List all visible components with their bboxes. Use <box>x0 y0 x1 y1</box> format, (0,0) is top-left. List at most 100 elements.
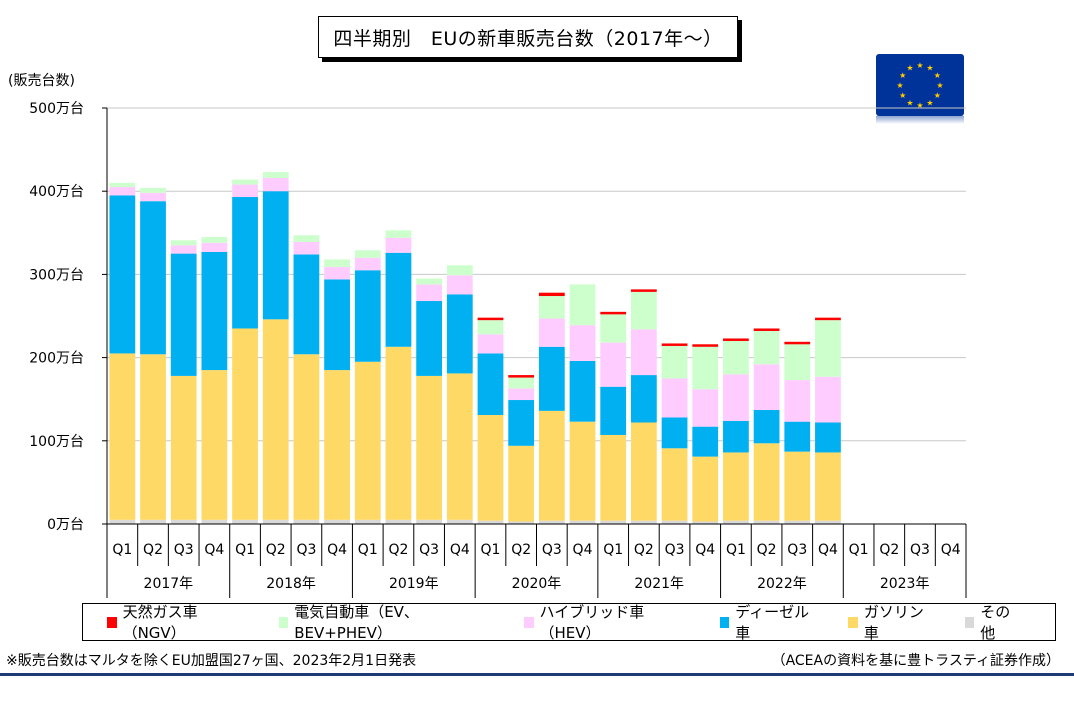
flag-star: ★ <box>899 71 906 80</box>
bar-segment <box>416 301 443 376</box>
bar-segment <box>630 520 657 524</box>
bar-segment <box>723 338 749 341</box>
bar-segment <box>354 257 381 271</box>
legend-swatch-hev <box>523 616 534 628</box>
bar-segment <box>262 177 289 192</box>
bar-segment <box>140 519 166 524</box>
bar-segment <box>293 254 320 355</box>
bar-segment <box>232 179 258 185</box>
bar-segment <box>630 329 657 376</box>
flag-star: ★ <box>906 98 913 107</box>
bar-segment <box>201 370 228 520</box>
bar-segment <box>232 197 258 329</box>
x-tick-label: Q1 <box>112 542 132 558</box>
bar-segment <box>600 434 627 521</box>
x-tick-label: Q1 <box>603 542 623 558</box>
axes: 0万台 100万台 200万台 300万台 400万台 500万台 Q1 Q2 Q3 Q4 Q1 Q2… <box>29 101 967 598</box>
x-tick-label: Q4 <box>327 542 347 558</box>
bar-segment <box>815 320 841 377</box>
x-tick-label: Q2 <box>879 542 899 558</box>
bar-segment <box>538 410 565 521</box>
bar-segment <box>723 374 749 421</box>
bar-segment <box>538 296 565 319</box>
bar-segment <box>508 375 535 378</box>
x-tick-label: Q4 <box>818 542 838 558</box>
flag-star: ★ <box>934 91 941 100</box>
legend-label-diesel: ディーゼル車 <box>735 603 810 642</box>
bar-segment <box>385 237 412 253</box>
x-tick-label: Q2 <box>511 542 531 558</box>
y-tick-label: 500万台 <box>29 101 84 117</box>
bar-segment <box>109 187 136 196</box>
flag-star: ★ <box>906 64 913 73</box>
x-tick-label: Q1 <box>481 542 501 558</box>
bar-segment <box>630 422 657 521</box>
bar-segment <box>508 377 535 389</box>
bar-segment <box>630 291 657 330</box>
bar-segment <box>600 342 627 387</box>
x-tick-label: Q3 <box>665 542 685 558</box>
bar-segment <box>232 184 258 198</box>
x-tick-label: Q3 <box>174 542 194 558</box>
bar-segment <box>293 235 320 242</box>
bar-segment <box>324 370 350 520</box>
bar-segment <box>753 520 780 524</box>
x-tick-label: Q1 <box>726 542 746 558</box>
legend-label-other: その他 <box>980 603 1011 642</box>
bar-segment <box>477 320 504 335</box>
flag-star: ★ <box>896 81 903 90</box>
bar-segment <box>201 236 228 243</box>
bar-segment <box>723 452 749 521</box>
x-tick-label: Q1 <box>849 542 869 558</box>
bar-segment <box>324 266 350 280</box>
legend-item-gasoline: ガソリン車 <box>848 601 928 643</box>
bar-segment <box>692 521 719 524</box>
bar-segment <box>630 375 657 423</box>
bar-segment <box>385 230 412 238</box>
bar-segment <box>446 265 473 276</box>
bar-segment <box>293 519 320 524</box>
bar-segment <box>569 360 596 422</box>
bar-segment <box>262 191 289 320</box>
bar-segment <box>170 245 197 254</box>
bar-segment <box>232 519 258 524</box>
bar-segment <box>723 420 749 453</box>
bar-segment <box>538 292 565 297</box>
legend-swatch-other <box>964 616 975 628</box>
bar-segment <box>416 278 443 285</box>
source-note: （ACEAの資料を基に豊トラスティ証券作成） <box>771 653 1060 669</box>
bottom-rule <box>0 673 1074 676</box>
legend-item-diesel: ディーゼル車 <box>719 601 813 643</box>
bar-segment <box>753 410 780 444</box>
bar-segment <box>815 452 841 521</box>
legend-label-ngv: 天然ガス車（NGV） <box>122 603 198 642</box>
bar-segment <box>140 192 166 202</box>
bar-segment <box>109 519 136 524</box>
flag-star: ★ <box>926 64 933 73</box>
year-label: 2019年 <box>389 576 439 592</box>
bar-segment <box>815 376 841 423</box>
x-tick-label: Q3 <box>910 542 930 558</box>
bars <box>109 172 841 524</box>
bar-segment <box>416 519 443 524</box>
legend-item-other: その他 <box>964 601 1019 643</box>
year-label: 2018年 <box>266 576 316 592</box>
year-label: 2023年 <box>880 576 930 592</box>
legend-item-ev: 電気自動車（EV、BEV+PHEV） <box>278 601 488 643</box>
bar-segment <box>477 520 504 524</box>
year-label: 2022年 <box>757 576 807 592</box>
bar-segment <box>753 328 780 331</box>
bar-segment <box>569 284 596 326</box>
bar-segment <box>385 252 412 347</box>
bar-segment <box>232 328 258 520</box>
bar-segment <box>109 182 136 188</box>
bar-segment <box>784 380 811 422</box>
bar-segment <box>508 400 535 446</box>
bar-segment <box>815 317 841 321</box>
bar-segment <box>600 386 627 435</box>
bar-segment <box>201 519 228 524</box>
legend-swatch-gasoline <box>848 616 858 628</box>
legend-label-ev: 電気自動車（EV、BEV+PHEV） <box>294 603 419 642</box>
bar-segment <box>753 443 780 521</box>
bar-segment <box>324 519 350 524</box>
